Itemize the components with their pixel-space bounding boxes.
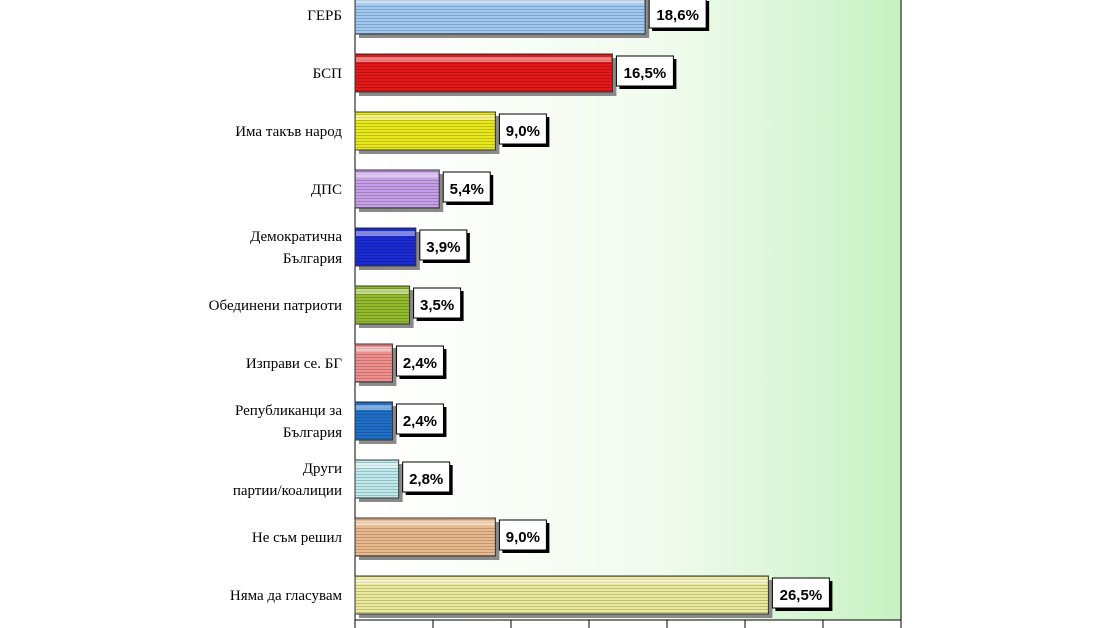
bar-highlight (356, 115, 495, 120)
bar-texture (355, 344, 393, 382)
value-label-box (771, 577, 830, 609)
value-label-box (615, 55, 674, 87)
bar-highlight (356, 463, 398, 468)
bar-texture (355, 518, 496, 556)
bar-texture (355, 286, 410, 324)
bar-texture (355, 0, 646, 34)
bar-texture (355, 402, 393, 440)
category-label: БСП (313, 66, 343, 82)
bar-texture (355, 576, 769, 614)
value-label-box (395, 345, 444, 377)
bar-highlight (356, 231, 415, 236)
bar-texture (355, 54, 613, 92)
bar-texture (355, 460, 399, 498)
value-label: 9,0% (506, 123, 540, 140)
bar-highlight (356, 0, 645, 4)
value-label-box (395, 403, 444, 435)
category-label: Обединени патриоти (209, 298, 342, 314)
bar-highlight (356, 289, 409, 294)
x-axis (354, 619, 902, 628)
value-label: 3,5% (420, 297, 454, 314)
bar-texture (355, 112, 496, 150)
category-label: Няма да гласувам (230, 588, 343, 604)
category-label: Демократична (250, 229, 342, 245)
value-label-box (498, 113, 547, 145)
bar-highlight (356, 405, 392, 410)
category-label: Има такъв народ (235, 124, 342, 140)
value-label: 2,4% (403, 413, 437, 430)
value-label-box (419, 229, 468, 261)
category-label: партии/коалиции (233, 483, 342, 499)
category-label: ГЕРБ (307, 8, 342, 24)
bar-texture (355, 170, 440, 208)
bar-highlight (356, 347, 392, 352)
value-label: 5,4% (450, 181, 484, 198)
category-label: ДПС (311, 182, 342, 198)
value-label: 26,5% (780, 587, 823, 604)
value-label-box (498, 519, 547, 551)
category-label: Изправи се. БГ (246, 356, 342, 372)
value-label: 3,9% (426, 239, 460, 256)
category-labels-group: ГЕРБ БСП Има такъв народ ДПС Демократична Бъл… (209, 8, 343, 604)
value-label: 2,4% (403, 355, 437, 372)
value-label-box (413, 287, 462, 319)
category-label: Други (303, 461, 342, 477)
value-label-box (442, 171, 491, 203)
bar-highlight (356, 57, 612, 62)
bar-highlight (356, 173, 439, 178)
category-label: Републиканци за (235, 403, 342, 419)
value-label: 2,8% (409, 471, 443, 488)
value-label: 9,0% (506, 529, 540, 546)
category-label: Не съм решил (252, 530, 343, 546)
category-label: България (283, 251, 342, 267)
value-label: 16,5% (624, 65, 667, 82)
value-label-box (648, 0, 707, 29)
category-label: България (283, 425, 342, 441)
bar-highlight (356, 579, 768, 584)
bars-group: 18,6% 16,5% 9,0% 5,4% 3,9% 3,5% 2,4% 2,4% 2,8% 9,… (354, 0, 833, 618)
value-label: 18,6% (656, 7, 699, 24)
bar-texture (355, 228, 416, 266)
bar-highlight (356, 521, 495, 526)
value-label-box (402, 461, 451, 493)
